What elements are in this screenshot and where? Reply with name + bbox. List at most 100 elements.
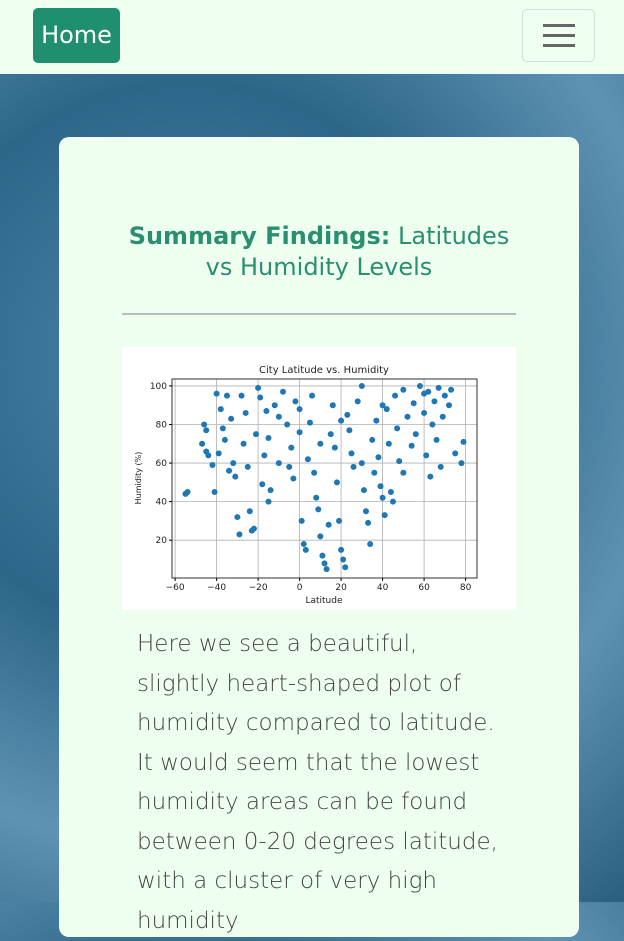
y-tick-label: 80 [156,421,168,431]
heading-text: Latitudes vs Humidity Levels [205,222,510,281]
point [458,460,465,467]
point [209,462,216,469]
point [250,525,257,532]
x-tick-label: −40 [207,583,226,593]
divider [122,313,516,315]
point [201,421,208,428]
point [344,411,351,418]
point [367,541,374,548]
point [433,436,440,443]
point [217,406,224,413]
point [408,442,415,449]
point [350,463,357,470]
point [304,456,311,463]
point [360,487,367,494]
point [431,398,438,405]
point [329,402,336,409]
point [246,508,253,515]
point [348,450,355,457]
point [219,425,226,432]
x-tick-label: −20 [249,583,268,593]
point [427,473,434,480]
point [404,413,411,420]
point [211,488,218,495]
point [323,566,330,573]
point [257,394,264,401]
point [259,481,266,488]
point [396,458,403,465]
menu-toggle[interactable] [522,9,595,62]
point [290,475,297,482]
point [383,406,390,413]
point [284,421,291,428]
point [228,415,235,422]
point [416,382,423,389]
paragraph: Here we see a beautiful, slightly heart-… [137,631,498,934]
point [298,517,305,524]
point [306,419,313,426]
navbar: Home [0,0,624,74]
x-tick-label: 0 [297,583,303,593]
point [435,384,442,391]
point [358,382,365,389]
point [389,498,396,505]
point [377,483,384,490]
point [354,398,361,405]
point [362,508,369,515]
point [238,392,245,399]
point [275,460,282,467]
point [392,392,399,399]
x-tick-label: 60 [418,583,430,593]
point [338,417,345,424]
point [358,460,365,467]
point [321,560,328,567]
point [325,521,332,528]
point [244,463,251,470]
point [400,469,407,476]
point [221,436,228,443]
point [302,546,309,553]
card: Summary Findings: Latitudes vs Humidity … [59,137,579,937]
point [275,413,282,420]
point [286,463,293,470]
point [331,444,338,451]
point [400,386,407,393]
point [292,398,299,405]
home-button[interactable]: Home [33,8,120,63]
point [226,467,233,474]
point [317,533,324,540]
point [394,425,401,432]
x-tick-label: −60 [166,583,185,593]
point [385,440,392,447]
point [184,488,191,495]
point [311,469,318,476]
point [319,552,326,559]
point [460,438,467,445]
point [265,435,272,442]
plot-frame [171,378,478,579]
point [437,463,444,470]
chart: City Latitude vs. Humidity Latitude Humi… [134,365,478,606]
x-tick-label: 80 [460,583,472,593]
heading: Summary Findings: Latitudes vs Humidity … [122,221,516,283]
point [255,384,262,391]
point [327,431,334,438]
point [309,392,316,399]
point [342,564,349,571]
point [338,546,345,553]
point [296,429,303,436]
chart-image: City Latitude vs. Humidity Latitude Humi… [122,347,516,610]
point [421,409,428,416]
point [234,514,241,521]
point [452,450,459,457]
point [271,402,278,409]
point [313,494,320,501]
y-tick-label: 20 [156,536,168,546]
point [242,409,249,416]
y-tick-label: 100 [150,382,167,392]
point [315,506,322,513]
point [365,519,372,526]
point [300,541,307,548]
x-tick-label: 20 [335,583,347,593]
